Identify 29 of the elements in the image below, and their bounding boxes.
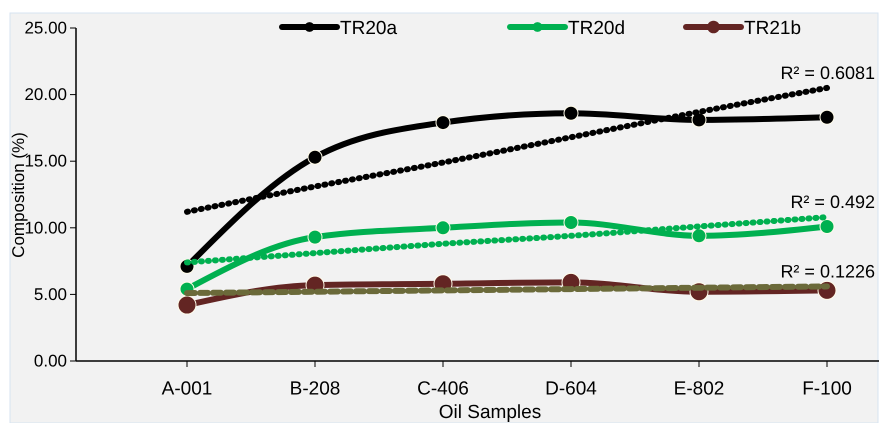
y-tick-label: 20.00 bbox=[24, 85, 67, 104]
y-tick-label: 0.00 bbox=[34, 351, 67, 370]
legend-label: TR21b bbox=[744, 18, 802, 39]
y-axis-title: Composition (%) bbox=[9, 132, 28, 258]
point bbox=[436, 115, 450, 130]
annotation: R² = 0.492 bbox=[790, 192, 875, 212]
x-tick-label: D-604 bbox=[545, 378, 598, 400]
y-tick-label: 25.00 bbox=[24, 18, 67, 38]
legend-label: TR20a bbox=[340, 18, 398, 39]
point bbox=[308, 150, 322, 165]
x-axis-title: Oil Samples bbox=[438, 402, 542, 423]
x-tick-label: C-406 bbox=[417, 378, 469, 400]
point bbox=[820, 218, 834, 234]
point bbox=[564, 106, 578, 121]
x-tick-label: E-802 bbox=[674, 378, 724, 400]
x-tick-label: F-100 bbox=[802, 378, 852, 400]
point bbox=[692, 112, 706, 128]
point bbox=[564, 214, 578, 230]
legend-label: TR20d bbox=[568, 18, 626, 39]
x-tick-label: A-001 bbox=[162, 378, 212, 400]
annotation: R² = 0.6081 bbox=[780, 62, 875, 83]
x-tick-label: B-208 bbox=[290, 378, 340, 400]
point bbox=[692, 228, 706, 244]
point bbox=[436, 220, 450, 236]
point bbox=[178, 296, 196, 315]
point bbox=[308, 230, 322, 245]
annotation: R² = 0.1226 bbox=[780, 261, 875, 282]
point bbox=[820, 110, 834, 125]
y-tick-label: 5.00 bbox=[34, 284, 67, 304]
